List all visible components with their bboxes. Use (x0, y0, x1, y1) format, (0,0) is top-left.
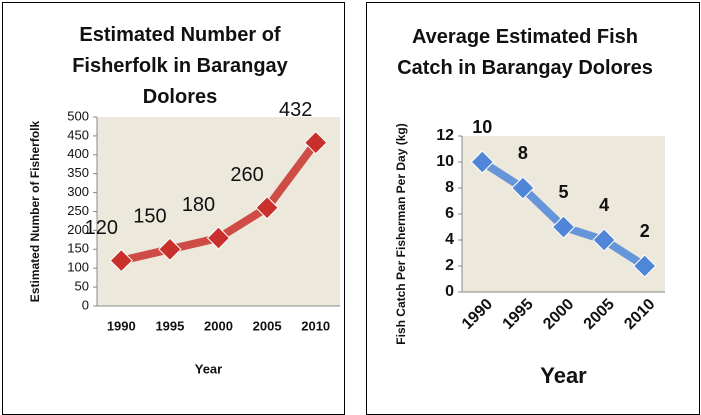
x-tick-label: 2010 (621, 296, 658, 333)
x-tick-label: 2005 (253, 318, 282, 333)
y-tick-label: 8 (445, 179, 454, 196)
chart-title: Average Estimated Fish Catch in Barangay… (397, 26, 653, 79)
marker (551, 215, 576, 239)
marker (592, 228, 616, 252)
y-tick-label: 12 (436, 127, 454, 144)
y-tick-label: 350 (67, 165, 89, 180)
y-tick-label: 0 (82, 297, 89, 312)
data-label: 4 (599, 195, 609, 215)
x-tick-label: 2005 (581, 296, 618, 333)
y-tick-label: 0 (445, 283, 454, 300)
y-axis-title: Fish Catch Per Fisherman Per Day (kg) (394, 123, 408, 344)
y-tick-label: 300 (67, 184, 89, 199)
plot-area (97, 117, 340, 306)
y-axis-title: Estimated Number of Fisherfolk (28, 120, 42, 302)
data-label: 8 (518, 143, 528, 163)
marker (109, 248, 134, 273)
x-tick-label: 1995 (500, 296, 537, 333)
data-label: 2 (640, 221, 650, 241)
y-tick-label: 50 (75, 279, 89, 294)
x-tick-label: 1990 (459, 296, 496, 333)
y-tick-label: 500 (67, 108, 89, 123)
data-label: 180 (182, 194, 215, 216)
y-tick-label: 250 (67, 203, 89, 218)
y-tick-label: 4 (445, 231, 454, 248)
marker (158, 237, 182, 262)
y-tick-label: 100 (67, 260, 89, 275)
x-tick-label: 2010 (301, 318, 330, 333)
marker (470, 150, 495, 174)
x-axis-title: Year (540, 363, 587, 388)
marker (632, 254, 657, 278)
data-label: 10 (472, 117, 492, 137)
x-axis-title: Year (195, 361, 222, 376)
data-label: 432 (279, 99, 312, 121)
y-tick-label: 2 (445, 257, 454, 274)
marker (255, 196, 279, 220)
x-tick-label: 1990 (107, 318, 136, 333)
y-tick-label: 6 (445, 205, 454, 222)
data-label: 5 (558, 182, 568, 202)
y-tick-label: 450 (67, 127, 89, 142)
y-tick-label: 10 (436, 153, 454, 170)
marker (303, 130, 328, 155)
x-tick-label: 1995 (155, 318, 184, 333)
data-label: 150 (133, 206, 166, 228)
plot-area (462, 136, 665, 292)
marker (511, 176, 535, 200)
marker (206, 226, 231, 250)
x-tick-label: 2000 (540, 296, 577, 333)
y-tick-label: 200 (67, 222, 89, 237)
y-tick-label: 150 (67, 241, 89, 256)
data-label: 260 (230, 164, 263, 186)
chart-title: Estimated Number of Fisherfolk in Barang… (72, 24, 288, 108)
x-tick-label: 2000 (204, 318, 233, 333)
y-tick-label: 400 (67, 146, 89, 161)
data-label: 120 (85, 217, 118, 239)
